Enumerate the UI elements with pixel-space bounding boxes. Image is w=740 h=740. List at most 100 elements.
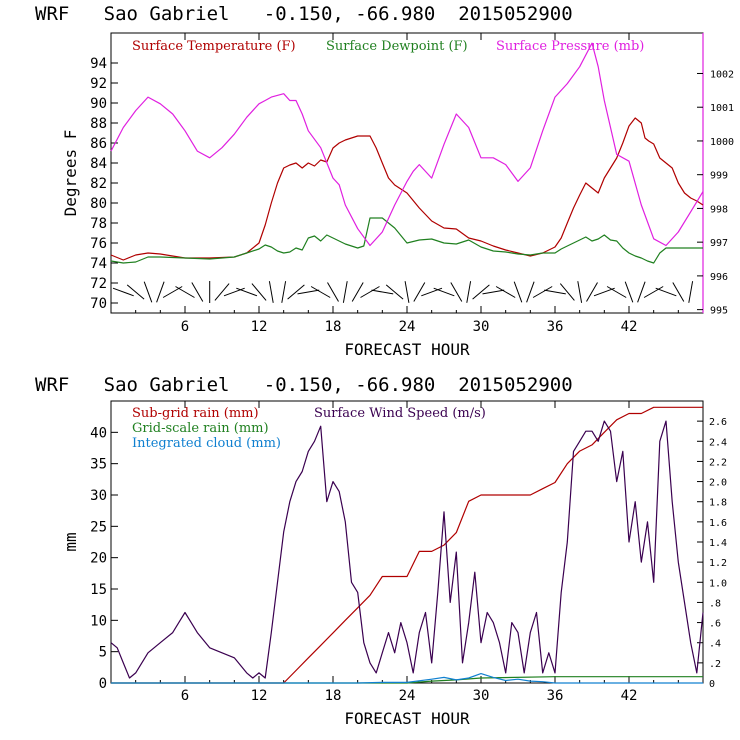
top-y-tick-label-94: 94 (90, 56, 107, 72)
top-y2-tick-label-7: 1002 (710, 69, 734, 80)
wind-barb-43 (637, 281, 646, 303)
top-y-tick-label-70: 70 (90, 296, 107, 312)
bottom-x-tick-label-24: 24 (399, 688, 416, 704)
bottom-x-tick-label-36: 36 (547, 688, 564, 704)
top-x-tick-label-18: 18 (325, 319, 342, 335)
wind-barb-47 (688, 281, 694, 303)
bottom-y2-tick-label-10: 2.0 (709, 478, 727, 489)
wind-barb-31 (482, 289, 505, 295)
top-x-tick-label-42: 42 (621, 319, 638, 335)
legend-surface-temperature: Surface Temperature (F) (132, 39, 296, 54)
wind-barb-42 (624, 281, 634, 303)
wind-barb-38 (577, 281, 583, 303)
series-surface-wind-speed-m-s (110, 420, 704, 679)
top-y-tick-label-84: 84 (90, 156, 107, 172)
wind-barb-33 (513, 281, 523, 303)
wind-barb-11 (236, 287, 258, 297)
bottom-y2-tick-label-2: .4 (709, 639, 721, 650)
bottom-series (110, 406, 704, 684)
top-y2-tick-label-2: 997 (710, 238, 728, 249)
legend-surface-dewpoint: Surface Dewpoint (F) (326, 39, 468, 54)
bottom-y-tick-label-30: 30 (90, 488, 107, 504)
bottom-y-tick-label-15: 15 (90, 582, 107, 598)
bottom-x-tick-label-42: 42 (621, 688, 638, 704)
bottom-y2-tick-label-3: .6 (709, 619, 721, 630)
top-y-tick-label-76: 76 (90, 236, 107, 252)
top-series (110, 42, 704, 264)
wind-barb-46 (672, 282, 685, 302)
wind-barb-3 (143, 281, 153, 303)
wind-barb-23 (385, 284, 404, 300)
top-y-tick-label-78: 78 (90, 216, 107, 232)
bottom-y2-tick-label-0: 0 (709, 679, 715, 690)
wind-barb-12 (251, 283, 267, 301)
top-y2-tick-label-0: 995 (710, 306, 728, 317)
top-y2-tick-label-5: 1000 (710, 137, 734, 148)
bottom-x-axis-label: FORECAST HOUR (344, 709, 470, 728)
wind-barb-37 (559, 283, 575, 301)
series-integrated-cloud-mm (111, 672, 703, 684)
bottom-y-tick-label-5: 5 (99, 645, 107, 661)
top-x-axis-label: FORECAST HOUR (344, 340, 470, 359)
top-ticks: 6 12 18 24 30 36 42 70 72 74 76 78 80 82 84 86 88 90 92 94 9… (90, 33, 734, 335)
series-sub-grid-rain-mm (111, 406, 703, 684)
legend-grid-scale-rain: Grid-scale rain (mm) (132, 421, 269, 436)
series-surface-pressure-mb (110, 42, 704, 247)
wind-barb-16 (297, 289, 320, 295)
bottom-y-axis-label: mm (61, 532, 80, 551)
wind-barb-18 (327, 282, 339, 302)
bottom-x-tick-label-12: 12 (251, 688, 268, 704)
top-y-tick-label-90: 90 (90, 96, 107, 112)
bottom-y2-tick-label-12: 2.4 (709, 437, 727, 448)
wind-barb-2 (126, 284, 145, 300)
wind-barb-25 (413, 282, 426, 302)
top-y2-tick-label-4: 999 (710, 171, 728, 182)
legend-sub-grid-rain: Sub-grid rain (mm) (132, 406, 259, 421)
top-y-axis-label: Degrees F (61, 130, 80, 217)
bottom-y2-tick-label-4: .8 (709, 598, 721, 609)
bottom-panel: WRF Sao Gabriel -0.150, -66.980 20150529… (35, 374, 727, 728)
wind-barb-13 (268, 281, 274, 303)
wind-barb-15 (287, 284, 305, 300)
wind-barb-21 (360, 286, 380, 298)
top-title: WRF Sao Gabriel -0.150, -66.980 20150529… (35, 3, 573, 25)
top-y2-tick-label-3: 998 (710, 204, 728, 215)
bottom-y2-tick-label-13: 2.6 (709, 417, 727, 428)
bottom-title: WRF Sao Gabriel -0.150, -66.980 20150529… (35, 374, 573, 396)
bottom-y-tick-label-35: 35 (90, 457, 107, 473)
wind-barb-39 (586, 282, 598, 302)
bottom-y-tick-label-10: 10 (90, 613, 107, 629)
wind-barb-41 (606, 286, 627, 298)
bottom-y2-tick-label-1: .2 (709, 659, 721, 670)
wind-barb-44 (643, 286, 664, 298)
top-x-tick-label-30: 30 (473, 319, 490, 335)
bottom-y-tick-label-25: 25 (90, 519, 107, 535)
bottom-y-tick-label-20: 20 (90, 551, 107, 567)
top-y-tick-label-72: 72 (90, 276, 107, 292)
bottom-y-tick-label-0: 0 (99, 676, 107, 692)
wind-barb-7 (191, 282, 204, 302)
bottom-x-tick-label-6: 6 (181, 688, 189, 704)
wind-barb-14 (281, 281, 287, 303)
wind-barb-28 (450, 282, 463, 302)
top-y-tick-label-74: 74 (90, 256, 107, 272)
bottom-y2-tick-label-5: 1.0 (709, 578, 727, 589)
series-surface-temperature-f (110, 117, 704, 261)
bottom-y2-tick-label-8: 1.6 (709, 518, 727, 529)
series-surface-dewpoint-f (110, 217, 703, 264)
bottom-y2-tick-label-9: 1.8 (709, 498, 727, 509)
top-x-tick-label-24: 24 (399, 319, 416, 335)
top-y2-tick-label-6: 1001 (710, 103, 734, 114)
top-y-tick-label-82: 82 (90, 176, 107, 192)
bottom-y2-tick-label-11: 2.2 (709, 457, 727, 468)
wind-barb-36 (544, 289, 566, 295)
wind-barb-24 (404, 281, 410, 303)
wind-barb-19 (342, 281, 348, 303)
wind-barb-10 (223, 287, 245, 297)
wind-barb-30 (472, 284, 490, 300)
wind-barb-27 (433, 287, 455, 297)
bottom-x-tick-label-18: 18 (325, 688, 342, 704)
legend-surface-wind-speed: Surface Wind Speed (m/s) (314, 406, 486, 421)
bottom-y2-tick-label-6: 1.2 (709, 558, 727, 569)
